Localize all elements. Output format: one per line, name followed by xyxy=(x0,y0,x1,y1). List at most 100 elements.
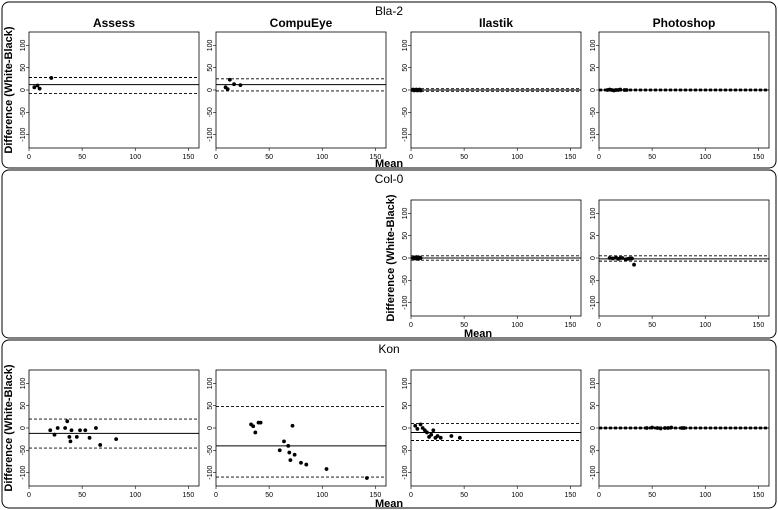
data-point xyxy=(624,88,629,92)
data-point xyxy=(67,435,72,439)
y-tick-label: 100 xyxy=(20,377,27,389)
y-tick-label: 50 xyxy=(590,402,597,410)
data-point xyxy=(650,425,655,430)
y-tick-label: 100 xyxy=(402,377,409,389)
x-tick-label: 50 xyxy=(648,154,656,161)
y-tick-label: 100 xyxy=(402,207,409,219)
data-point xyxy=(83,428,88,433)
x-tick-label: 50 xyxy=(460,322,468,329)
data-point xyxy=(431,428,436,433)
x-tick-label: 100 xyxy=(511,492,523,499)
y-tick-label: -50 xyxy=(402,445,409,455)
data-point xyxy=(55,426,60,430)
x-tick-label: 50 xyxy=(265,154,273,161)
y-tick-label: 50 xyxy=(590,232,597,240)
data-point xyxy=(49,76,54,80)
y-tick-label: 100 xyxy=(590,377,597,389)
group-kon: Kon 100 50 0 -50 -100 0 50 100 150 Difference (Whi… xyxy=(1,339,777,510)
x-tick-label: 150 xyxy=(753,322,765,329)
y-tick-label: 0 xyxy=(402,88,409,92)
x-tick-label: 100 xyxy=(699,492,711,499)
x-tick-label: 50 xyxy=(78,492,86,499)
y-tick-label: -50 xyxy=(402,107,409,117)
x-tick-label: 150 xyxy=(753,492,765,499)
data-point xyxy=(418,256,423,260)
y-axis-title: Difference (White-Black) xyxy=(3,364,15,491)
column-title: Ilastik xyxy=(479,16,513,30)
panel-kon-assess: 100 50 0 -50 -100 0 50 100 150 Difference (White-… xyxy=(3,364,200,499)
group-col-0: Col-0 100 50 0 -50 -100 0 50 100 150 Difference (W… xyxy=(1,169,777,340)
data-point xyxy=(37,86,42,91)
data-point xyxy=(290,423,295,428)
y-tick-label: 50 xyxy=(20,64,27,72)
y-axis-title: Difference (White-Black) xyxy=(3,26,15,153)
data-point xyxy=(69,428,74,433)
y-tick-label: 100 xyxy=(402,39,409,51)
y-tick-label: 0 xyxy=(590,426,597,430)
data-point xyxy=(364,476,369,480)
x-tick-label: 100 xyxy=(511,322,523,329)
x-tick-label: 0 xyxy=(214,154,218,161)
y-tick-label: -100 xyxy=(20,466,27,480)
data-point xyxy=(286,443,291,448)
x-tick-label: 100 xyxy=(511,154,523,161)
data-point xyxy=(669,425,674,430)
data-point xyxy=(413,423,418,428)
y-tick-label: -50 xyxy=(402,275,409,285)
y-tick-label: 50 xyxy=(402,64,409,72)
x-tick-label: 50 xyxy=(78,154,86,161)
y-tick-label: -50 xyxy=(207,445,214,455)
y-tick-label: -100 xyxy=(590,128,597,142)
y-tick-label: 100 xyxy=(590,39,597,51)
y-tick-label: 100 xyxy=(20,39,27,51)
data-point xyxy=(52,432,57,437)
group-frame xyxy=(1,169,777,339)
group-title: Kon xyxy=(378,342,399,356)
data-point xyxy=(610,256,615,261)
plot-area xyxy=(28,369,200,487)
y-tick-label: -100 xyxy=(207,466,214,480)
panel-col-0-photoshop: 100 50 0 -50 -100 0 50 100 150 xyxy=(590,199,770,329)
data-point xyxy=(662,426,667,430)
panel-col-0-ilastik: 100 50 0 -50 -100 0 50 100 150 Difference (White-… xyxy=(385,194,582,329)
y-tick-label: -50 xyxy=(590,445,597,455)
data-point xyxy=(658,426,663,431)
data-point xyxy=(277,448,282,453)
x-tick-label: 0 xyxy=(409,322,413,329)
data-point xyxy=(65,419,70,424)
y-tick-label: 0 xyxy=(20,88,27,92)
data-point xyxy=(324,467,329,471)
data-point xyxy=(299,460,303,465)
data-point xyxy=(618,87,623,92)
data-point xyxy=(35,83,40,88)
data-point xyxy=(232,82,236,87)
panel-bla-2-photoshop: Photoshop 100 50 0 -50 -100 0 50 100 150 xyxy=(590,16,770,161)
data-point xyxy=(87,435,92,440)
data-point xyxy=(238,83,243,87)
data-point xyxy=(449,434,454,438)
panel-kon-ilastik: 100 50 0 -50 -100 0 50 100 150 xyxy=(402,369,582,499)
data-point xyxy=(425,430,429,435)
x-tick-label: 0 xyxy=(597,322,601,329)
x-tick-label: 150 xyxy=(183,154,195,161)
y-tick-label: -100 xyxy=(402,296,409,310)
group-frame xyxy=(1,1,777,169)
x-tick-label: 0 xyxy=(597,492,601,499)
y-tick-label: 0 xyxy=(402,256,409,260)
y-tick-label: -100 xyxy=(207,128,214,142)
data-point xyxy=(287,450,292,455)
y-tick-label: -100 xyxy=(402,128,409,142)
y-tick-label: -100 xyxy=(20,128,27,142)
data-point xyxy=(63,426,68,430)
data-point xyxy=(607,256,612,260)
panel-kon-photoshop: 100 50 0 -50 -100 0 50 100 150 xyxy=(590,369,770,499)
x-tick-label: 0 xyxy=(27,492,31,499)
x-tick-label: 0 xyxy=(409,492,413,499)
y-tick-label: -50 xyxy=(207,107,214,117)
x-tick-label: 100 xyxy=(699,154,711,161)
data-point xyxy=(292,452,297,457)
x-tick-label: 0 xyxy=(214,492,218,499)
data-point xyxy=(48,428,53,433)
data-point xyxy=(620,256,625,260)
data-point xyxy=(227,77,232,82)
